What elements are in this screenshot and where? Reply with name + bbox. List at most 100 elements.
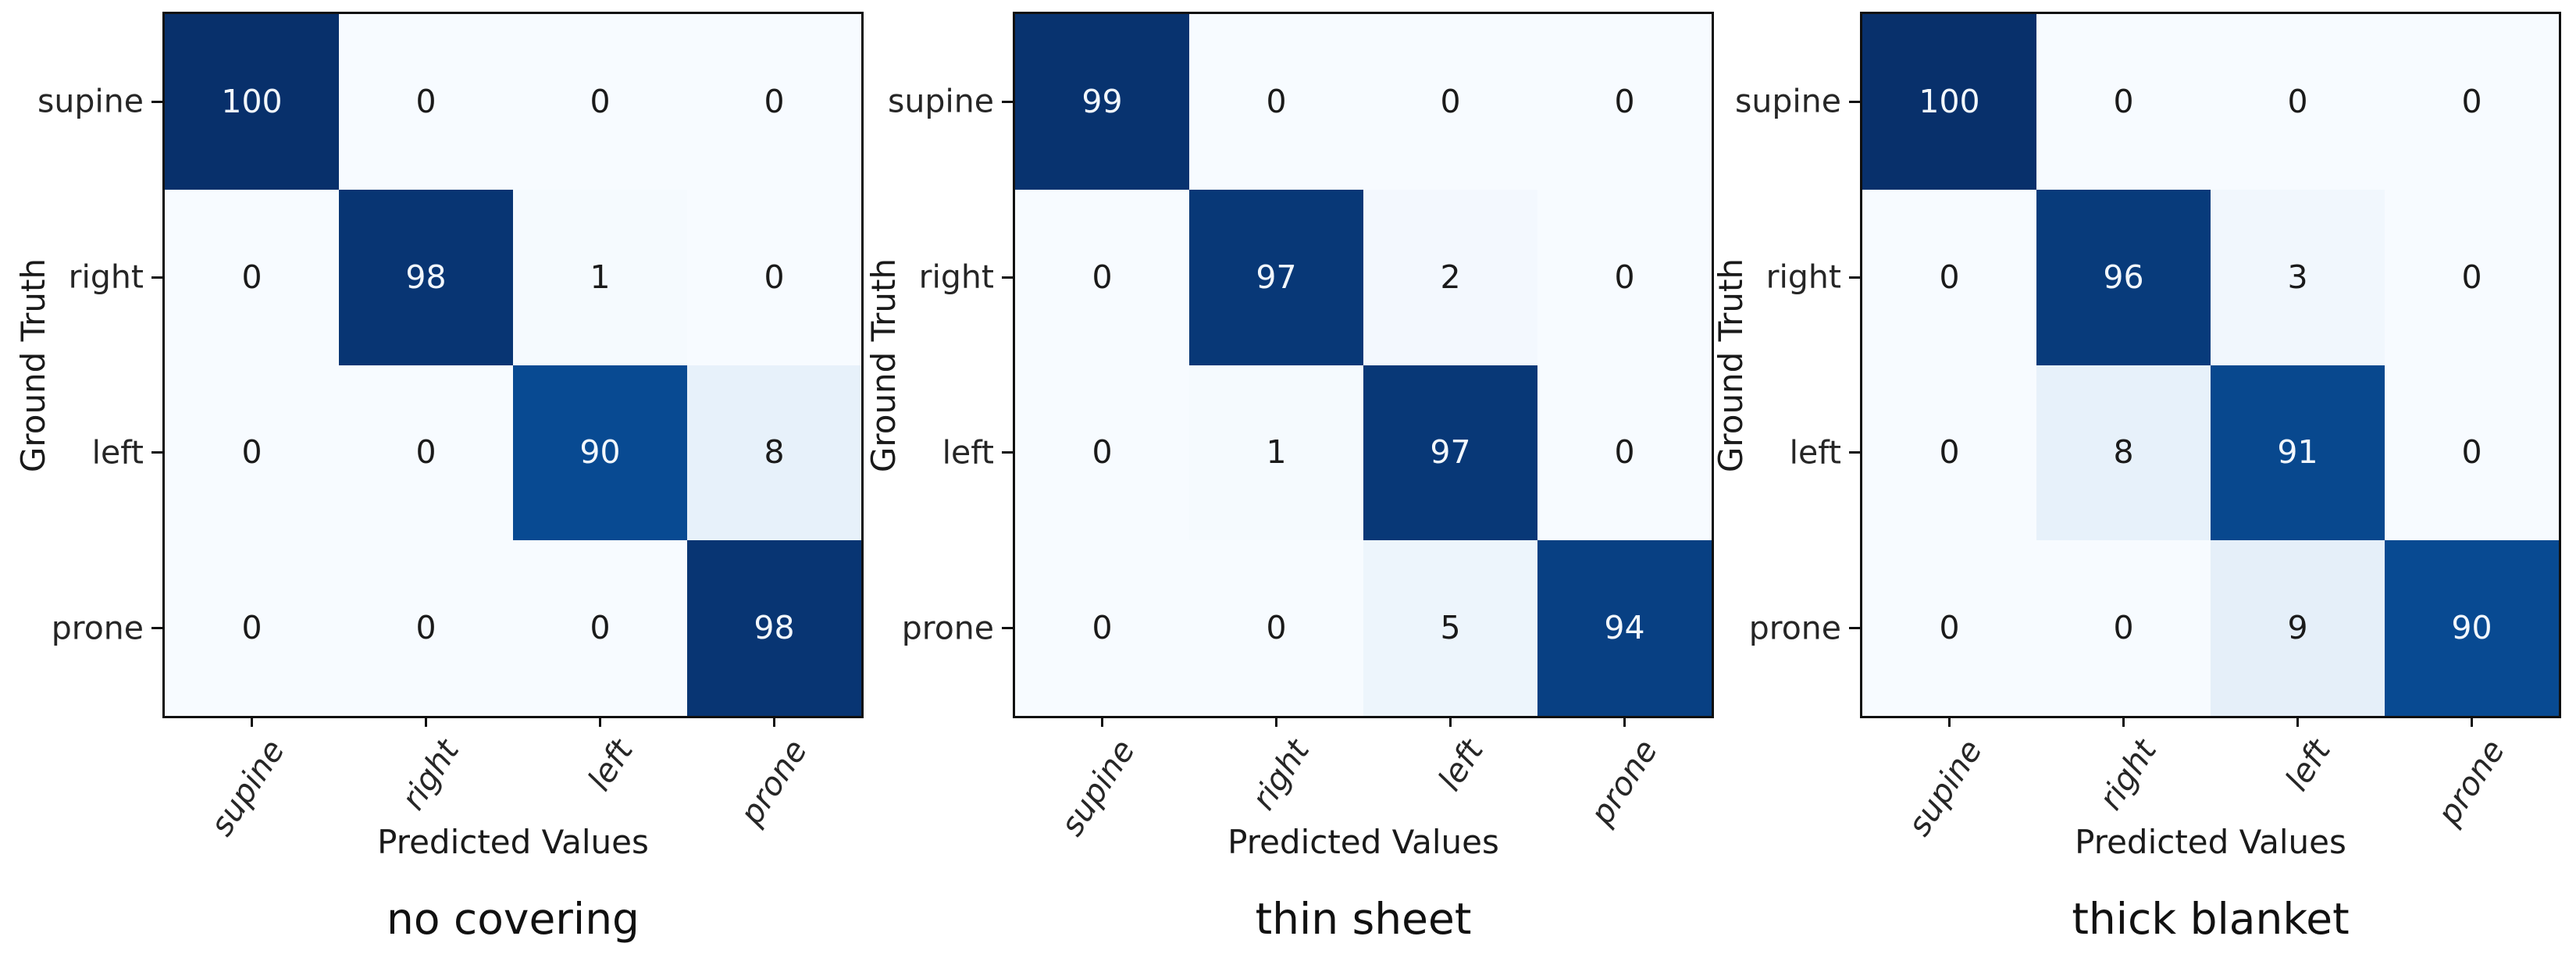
x-tick-mark xyxy=(2122,716,2125,727)
heatmap-cell-prone-prone: 94 xyxy=(1537,540,1712,716)
y-tick-mark xyxy=(1002,627,1013,629)
heatmap-grid: 99 0 0 0 0 97 2 0 0 1 97 0 0 0 5 94 xyxy=(1013,12,1714,718)
heatmap-cell-supine-prone: 0 xyxy=(1537,14,1712,190)
x-tick-mark xyxy=(1275,716,1277,727)
y-tick-mark xyxy=(151,627,162,629)
heatmap-cell-left-left: 90 xyxy=(513,365,687,541)
heatmap-cell-supine-supine: 99 xyxy=(1015,14,1189,190)
y-tick-label-supine: supine xyxy=(888,82,994,120)
heatmap-cell-left-prone: 0 xyxy=(1537,365,1712,541)
x-tick-mark xyxy=(2471,716,2473,727)
x-axis-label: Predicted Values xyxy=(2075,823,2346,861)
heatmap-cell-right-left: 2 xyxy=(1363,189,1537,365)
heatmap-cell-supine-prone: 0 xyxy=(2385,14,2559,190)
x-tick-mark xyxy=(1948,716,1951,727)
heatmap-cell-prone-supine: 0 xyxy=(1862,540,2036,716)
x-tick-mark xyxy=(1623,716,1626,727)
x-tick-label-prone: prone xyxy=(2429,732,2512,831)
heatmap-cell-supine-right: 0 xyxy=(2036,14,2211,190)
x-tick-mark xyxy=(425,716,427,727)
heatmap-cell-right-supine: 0 xyxy=(1015,189,1189,365)
heatmap-cell-right-prone: 0 xyxy=(2385,189,2559,365)
heatmap-grid: 100 0 0 0 0 98 1 0 0 0 90 8 0 0 0 98 xyxy=(162,12,864,718)
heatmap-cell-right-supine: 0 xyxy=(1862,189,2036,365)
y-axis-label: Ground Truth xyxy=(14,258,52,472)
x-tick-label-prone: prone xyxy=(732,732,814,831)
y-tick-label-supine: supine xyxy=(1735,82,1841,120)
heatmap-cell-supine-left: 0 xyxy=(513,14,687,190)
x-tick-label-left: left xyxy=(1431,732,1491,798)
y-tick-label-supine: supine xyxy=(37,82,144,120)
y-tick-label-left: left xyxy=(91,433,144,472)
x-tick-label-right: right xyxy=(1244,732,1317,817)
heatmap-cell-supine-supine: 100 xyxy=(165,14,339,190)
panel-title-no-covering: no covering xyxy=(387,894,640,944)
x-tick-mark xyxy=(1101,716,1103,727)
heatmap-cell-supine-right: 0 xyxy=(1189,14,1363,190)
y-axis-label: Ground Truth xyxy=(1712,258,1750,472)
heatmap-cell-prone-left: 9 xyxy=(2211,540,2385,716)
x-tick-label-prone: prone xyxy=(1582,732,1665,831)
heatmap-cell-right-left: 1 xyxy=(513,189,687,365)
y-tick-label-right: right xyxy=(1765,258,1841,296)
x-tick-label-supine: supine xyxy=(202,732,292,843)
y-tick-label-prone: prone xyxy=(51,609,144,647)
heatmap-cell-left-right: 0 xyxy=(339,365,513,541)
y-tick-label-right: right xyxy=(68,258,144,296)
heatmap-cell-left-prone: 8 xyxy=(687,365,861,541)
y-tick-mark xyxy=(151,101,162,103)
x-tick-mark xyxy=(773,716,775,727)
heatmap-cell-left-right: 1 xyxy=(1189,365,1363,541)
y-tick-label-prone: prone xyxy=(901,609,994,647)
x-tick-label-supine: supine xyxy=(1053,732,1142,843)
y-tick-mark xyxy=(151,276,162,279)
heatmap-cell-left-supine: 0 xyxy=(1015,365,1189,541)
x-tick-label-left: left xyxy=(580,732,640,798)
y-tick-label-left: left xyxy=(1789,433,1841,472)
heatmap-cell-prone-left: 5 xyxy=(1363,540,1537,716)
heatmap-grid: 100 0 0 0 0 96 3 0 0 8 91 0 0 0 9 90 xyxy=(1860,12,2561,718)
x-axis-label: Predicted Values xyxy=(377,823,649,861)
x-tick-label-left: left xyxy=(2278,732,2338,798)
heatmap-cell-left-left: 91 xyxy=(2211,365,2385,541)
heatmap-cell-prone-supine: 0 xyxy=(165,540,339,716)
heatmap-cell-prone-right: 0 xyxy=(1189,540,1363,716)
heatmap-cell-right-supine: 0 xyxy=(165,189,339,365)
heatmap-cell-prone-prone: 98 xyxy=(687,540,861,716)
x-tick-mark xyxy=(599,716,601,727)
y-tick-mark xyxy=(1849,451,1860,454)
x-axis-label: Predicted Values xyxy=(1227,823,1499,861)
heatmap-cell-right-prone: 0 xyxy=(1537,189,1712,365)
heatmap-cell-left-supine: 0 xyxy=(165,365,339,541)
heatmap-cell-left-left: 97 xyxy=(1363,365,1537,541)
y-tick-mark xyxy=(1849,101,1860,103)
heatmap-cell-supine-supine: 100 xyxy=(1862,14,2036,190)
y-tick-label-right: right xyxy=(918,258,994,296)
y-tick-label-prone: prone xyxy=(1748,609,1841,647)
heatmap-cell-left-prone: 0 xyxy=(2385,365,2559,541)
x-tick-label-right: right xyxy=(2091,732,2164,817)
heatmap-cell-supine-left: 0 xyxy=(1363,14,1537,190)
x-tick-label-right: right xyxy=(394,732,466,817)
y-axis-label: Ground Truth xyxy=(864,258,903,472)
x-tick-label-supine: supine xyxy=(1900,732,1990,843)
y-tick-mark xyxy=(1002,451,1013,454)
x-tick-mark xyxy=(1449,716,1452,727)
x-tick-mark xyxy=(251,716,253,727)
y-tick-mark xyxy=(1849,276,1860,279)
y-tick-mark xyxy=(1002,276,1013,279)
y-tick-mark xyxy=(1849,627,1860,629)
heatmap-cell-right-prone: 0 xyxy=(687,189,861,365)
heatmap-cell-prone-supine: 0 xyxy=(1015,540,1189,716)
heatmap-cell-right-right: 96 xyxy=(2036,189,2211,365)
heatmap-cell-prone-left: 0 xyxy=(513,540,687,716)
heatmap-cell-supine-right: 0 xyxy=(339,14,513,190)
x-tick-mark xyxy=(2296,716,2299,727)
heatmap-cell-left-supine: 0 xyxy=(1862,365,2036,541)
heatmap-cell-supine-prone: 0 xyxy=(687,14,861,190)
heatmap-cell-prone-right: 0 xyxy=(339,540,513,716)
heatmap-cell-right-left: 3 xyxy=(2211,189,2385,365)
heatmap-cell-right-right: 97 xyxy=(1189,189,1363,365)
heatmap-cell-right-right: 98 xyxy=(339,189,513,365)
